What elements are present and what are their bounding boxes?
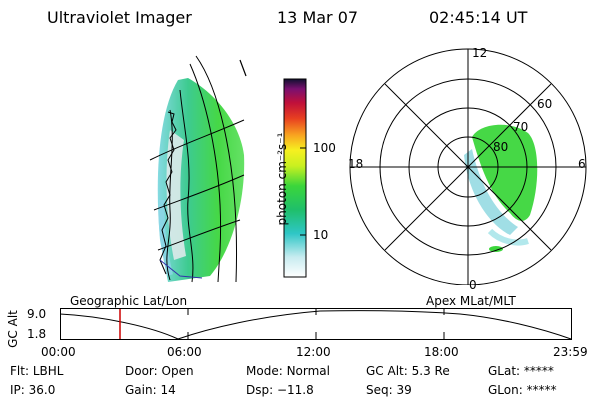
- status-seq: Seq: 39: [366, 383, 412, 397]
- polar-mlt-plot: [349, 48, 587, 285]
- colorbar-tick-10: 10: [313, 228, 329, 242]
- time-tick-0600: 06:00: [167, 345, 202, 359]
- altitude-ylabel: GC Alt: [6, 310, 20, 348]
- status-ip: IP: 36.0: [10, 383, 56, 397]
- colorbar-label: photon cm⁻²s⁻¹: [275, 132, 289, 226]
- lat-label-70: 70: [513, 120, 529, 134]
- geographic-aurora-image: [149, 55, 247, 283]
- status-gain: Gain: 14: [125, 383, 176, 397]
- mlt-label-0: 0: [469, 278, 477, 292]
- mlt-label-6: 6: [578, 157, 586, 171]
- lat-label-60: 60: [537, 97, 553, 111]
- status-gc-alt: GC Alt: 5.3 Re: [366, 364, 450, 378]
- status-glon: GLon: *****: [488, 383, 557, 397]
- status-door: Door: Open: [125, 364, 194, 378]
- mlt-label-12: 12: [472, 46, 488, 60]
- time-label: 02:45:14 UT: [429, 8, 528, 27]
- geographic-projection-title: Geographic Lat/Lon: [70, 294, 188, 308]
- status-glat: GLat: *****: [488, 364, 554, 378]
- time-tick-1200: 12:00: [296, 345, 331, 359]
- time-tick-0000: 00:00: [41, 345, 76, 359]
- altitude-ytick-9: 9.0: [27, 307, 47, 321]
- time-tick-2359: 23:59: [553, 345, 588, 359]
- mlt-label-18: 18: [348, 157, 364, 171]
- lat-label-80: 80: [493, 140, 509, 154]
- date-label: 13 Mar 07: [277, 8, 359, 27]
- instrument-title: Ultraviolet Imager: [47, 8, 192, 27]
- status-flt: Flt: LBHL: [10, 364, 64, 378]
- altitude-ytick-1-8: 1.8: [27, 327, 47, 341]
- altitude-time-plot: [60, 308, 572, 340]
- intensity-colorbar: [283, 78, 307, 278]
- colorbar-tick-100: 100: [313, 141, 336, 155]
- apex-projection-title: Apex MLat/MLT: [426, 294, 516, 308]
- time-tick-1800: 18:00: [424, 345, 459, 359]
- status-mode: Mode: Normal: [246, 364, 330, 378]
- status-dsp: Dsp: −11.8: [246, 383, 314, 397]
